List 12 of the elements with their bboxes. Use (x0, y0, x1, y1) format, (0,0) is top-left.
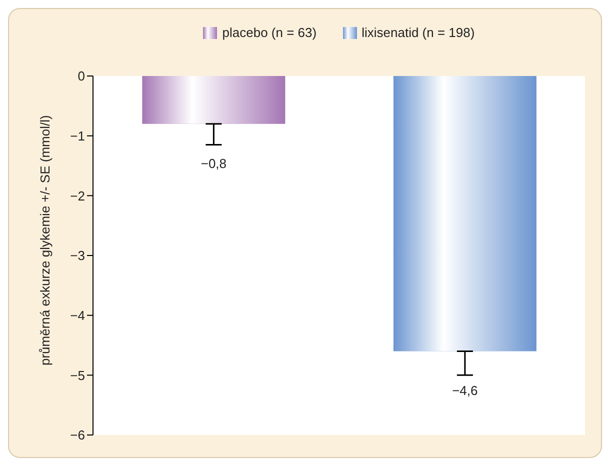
legend-label: placebo (n = 63) (222, 25, 317, 40)
y-tick-label: 0 (78, 68, 85, 84)
data-label: −4,6 (452, 383, 478, 398)
legend-label: lixisenatid (n = 198) (362, 25, 475, 40)
y-tick-label: −5 (70, 368, 85, 383)
data-label: −0,8 (200, 156, 227, 171)
y-tick-label: −1 (70, 128, 85, 144)
y-tick-label: −3 (70, 248, 85, 264)
y-tick-label: −6 (70, 428, 85, 443)
y-tick-label: −2 (70, 188, 85, 204)
y-tick-label: −4 (70, 308, 85, 323)
y-axis-title: průměrná exkurze glykemie +/- SE (mmol/l) (38, 115, 53, 366)
